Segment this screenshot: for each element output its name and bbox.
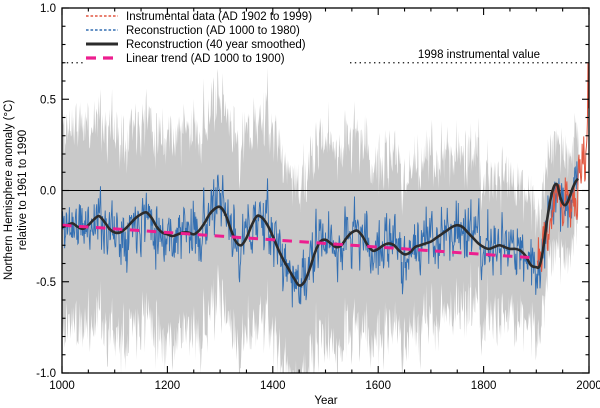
x-tick-label: 1400 [260,380,286,392]
x-tick-label: 1600 [365,380,391,392]
x-axis-title: Year [314,395,337,407]
x-tick-label: 1800 [471,380,497,392]
y-tick-label: -0.5 [36,277,56,289]
annotation-1998-label: 1998 instrumental value [418,49,540,61]
legend-label-trend: Linear trend (AD 1000 to 1900) [126,53,285,65]
legend-label-smoothed: Reconstruction (40 year smoothed) [126,39,306,51]
legend-label-annual: Reconstruction (AD 1000 to 1980) [126,25,300,37]
legend-backing [84,51,348,66]
y-axis-title-line1: Northern Hemisphere anomaly (°C) [3,100,15,281]
x-tick-label: 1000 [49,380,75,392]
y-tick-label: 1.0 [40,3,56,15]
linear-trend-line [61,223,537,260]
y-tick-label: 0.5 [40,94,56,106]
x-tick-label: 2000 [576,380,600,392]
uncertainty-band [62,67,579,373]
y-axis-title-line2: relative to 1961 to 1990 [17,130,29,250]
y-tick-label: -1.0 [36,368,56,380]
legend-label-instrumental: Instrumental data (AD 1902 to 1999) [126,11,312,23]
y-tick-label: 0.0 [40,186,56,198]
x-tick-label: 1200 [155,380,181,392]
